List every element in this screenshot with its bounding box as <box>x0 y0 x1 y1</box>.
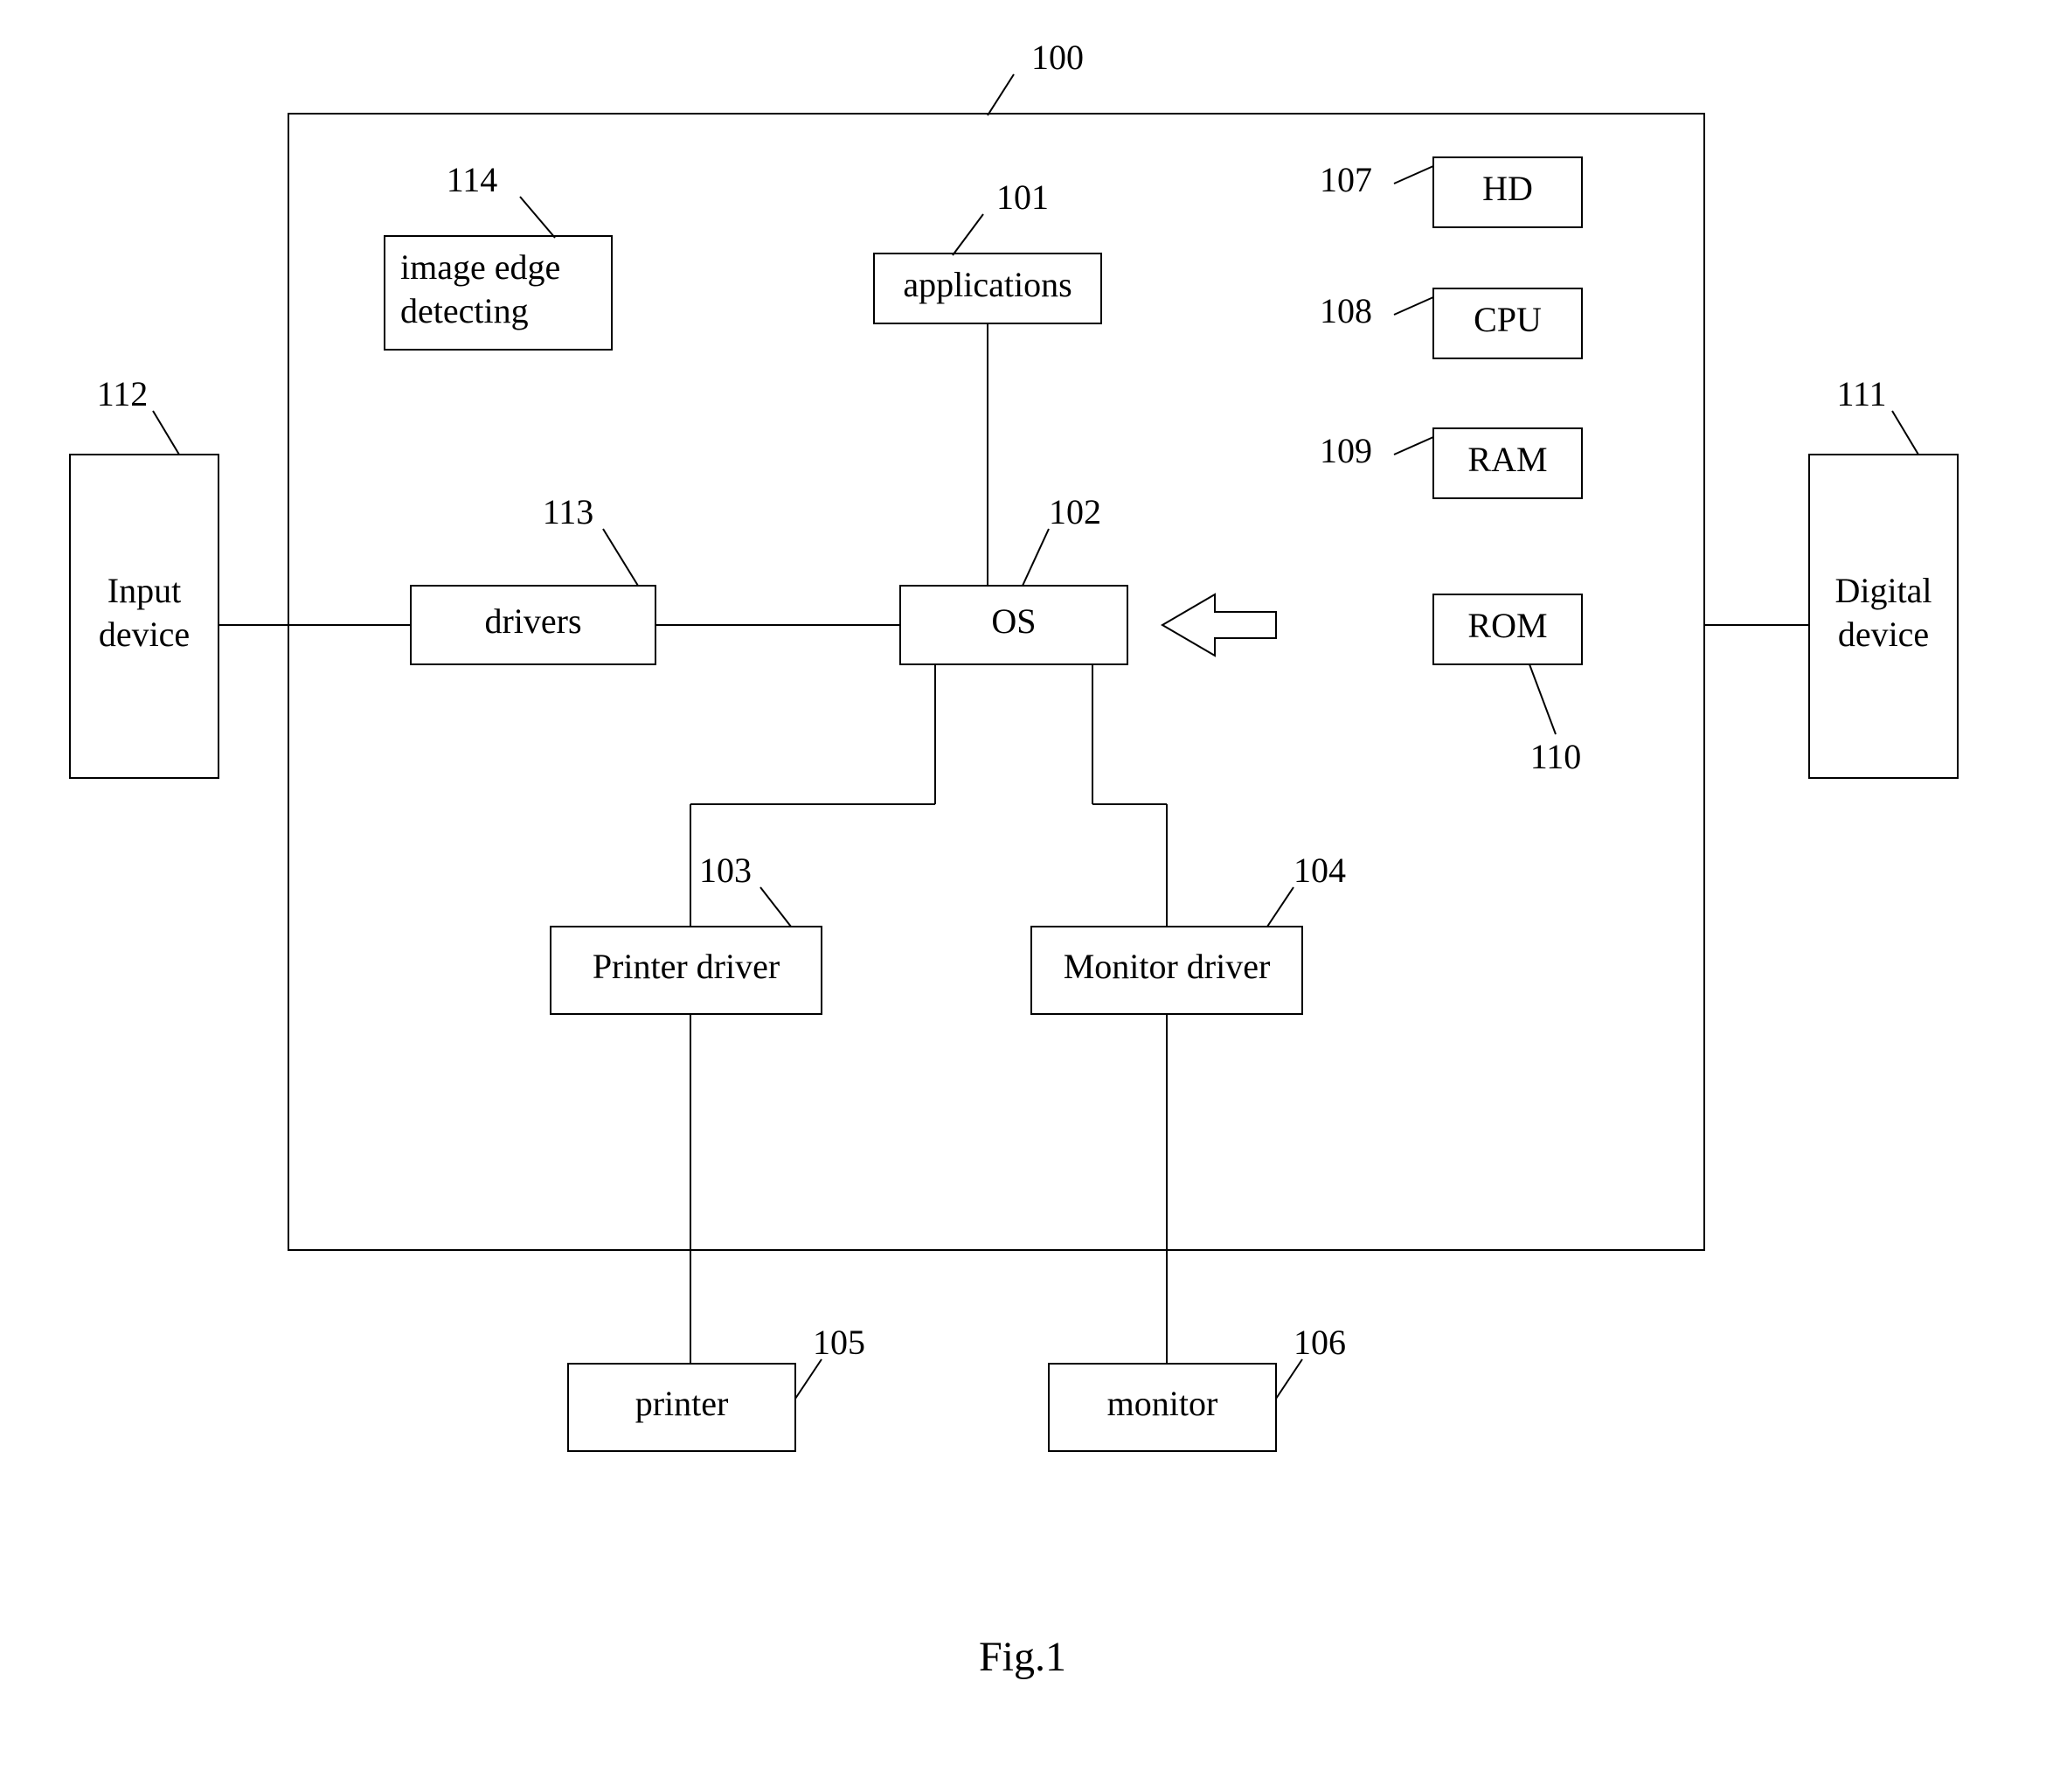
ref-r112: 112 <box>97 374 179 455</box>
node-image_edge-label: detecting <box>400 291 529 330</box>
ref-r110-label: 110 <box>1530 737 1582 776</box>
ref-r105: 105 <box>795 1323 865 1399</box>
node-ram-label: RAM <box>1467 440 1547 479</box>
node-applications: applications <box>874 254 1101 323</box>
node-monitor-label: monitor <box>1107 1384 1218 1423</box>
node-os: OS <box>900 586 1127 664</box>
node-printer_driver-label: Printer driver <box>593 947 780 986</box>
ref-r100-label: 100 <box>1031 38 1084 77</box>
node-input_device-label: device <box>99 615 190 654</box>
ref-r104-label: 104 <box>1293 851 1346 890</box>
node-cpu: CPU <box>1433 288 1582 358</box>
ref-r103-label: 103 <box>699 851 752 890</box>
node-printer-label: printer <box>635 1384 729 1423</box>
node-monitor_driver: Monitor driver <box>1031 927 1302 1014</box>
ref-r111: 111 <box>1836 374 1918 455</box>
node-monitor_driver-label: Monitor driver <box>1064 947 1271 986</box>
node-printer_driver: Printer driver <box>551 927 822 1014</box>
ref-r101-label: 101 <box>996 177 1049 217</box>
node-image_edge-label: image edge <box>400 247 560 287</box>
ref-r100: 100 <box>988 38 1084 115</box>
node-ram: RAM <box>1433 428 1582 498</box>
node-hd-label: HD <box>1482 169 1533 208</box>
node-digital_device: Digital device <box>1809 455 1958 778</box>
node-digital_device-label: Digital <box>1834 571 1932 610</box>
ref-r112-label: 112 <box>97 374 149 413</box>
node-printer: printer <box>568 1364 795 1451</box>
node-cpu-label: CPU <box>1474 300 1542 339</box>
ref-r106-label: 106 <box>1293 1323 1346 1362</box>
ref-r113-label: 113 <box>543 492 594 531</box>
node-digital_device-label: device <box>1838 615 1929 654</box>
node-rom: ROM <box>1433 594 1582 664</box>
node-monitor: monitor <box>1049 1364 1276 1451</box>
node-hd: HD <box>1433 157 1582 227</box>
ref-r114-label: 114 <box>447 160 498 199</box>
ref-r102-label: 102 <box>1049 492 1101 531</box>
node-input_device: Input device <box>70 455 218 778</box>
node-applications-label: applications <box>903 265 1072 304</box>
ref-r107-label: 107 <box>1320 160 1372 199</box>
node-rom-label: ROM <box>1467 606 1547 645</box>
node-drivers: drivers <box>411 586 655 664</box>
ref-r108-label: 108 <box>1320 291 1372 330</box>
figure-caption: Fig.1 <box>979 1634 1066 1680</box>
node-image_edge: image edge detecting <box>385 236 612 350</box>
ref-r111-label: 111 <box>1836 374 1886 413</box>
node-input_device-label: Input <box>108 571 181 610</box>
node-drivers-label: drivers <box>484 601 581 641</box>
ref-r105-label: 105 <box>813 1323 865 1362</box>
ref-r109-label: 109 <box>1320 431 1372 470</box>
node-os-label: OS <box>991 601 1036 641</box>
ref-r106: 106 <box>1276 1323 1346 1399</box>
